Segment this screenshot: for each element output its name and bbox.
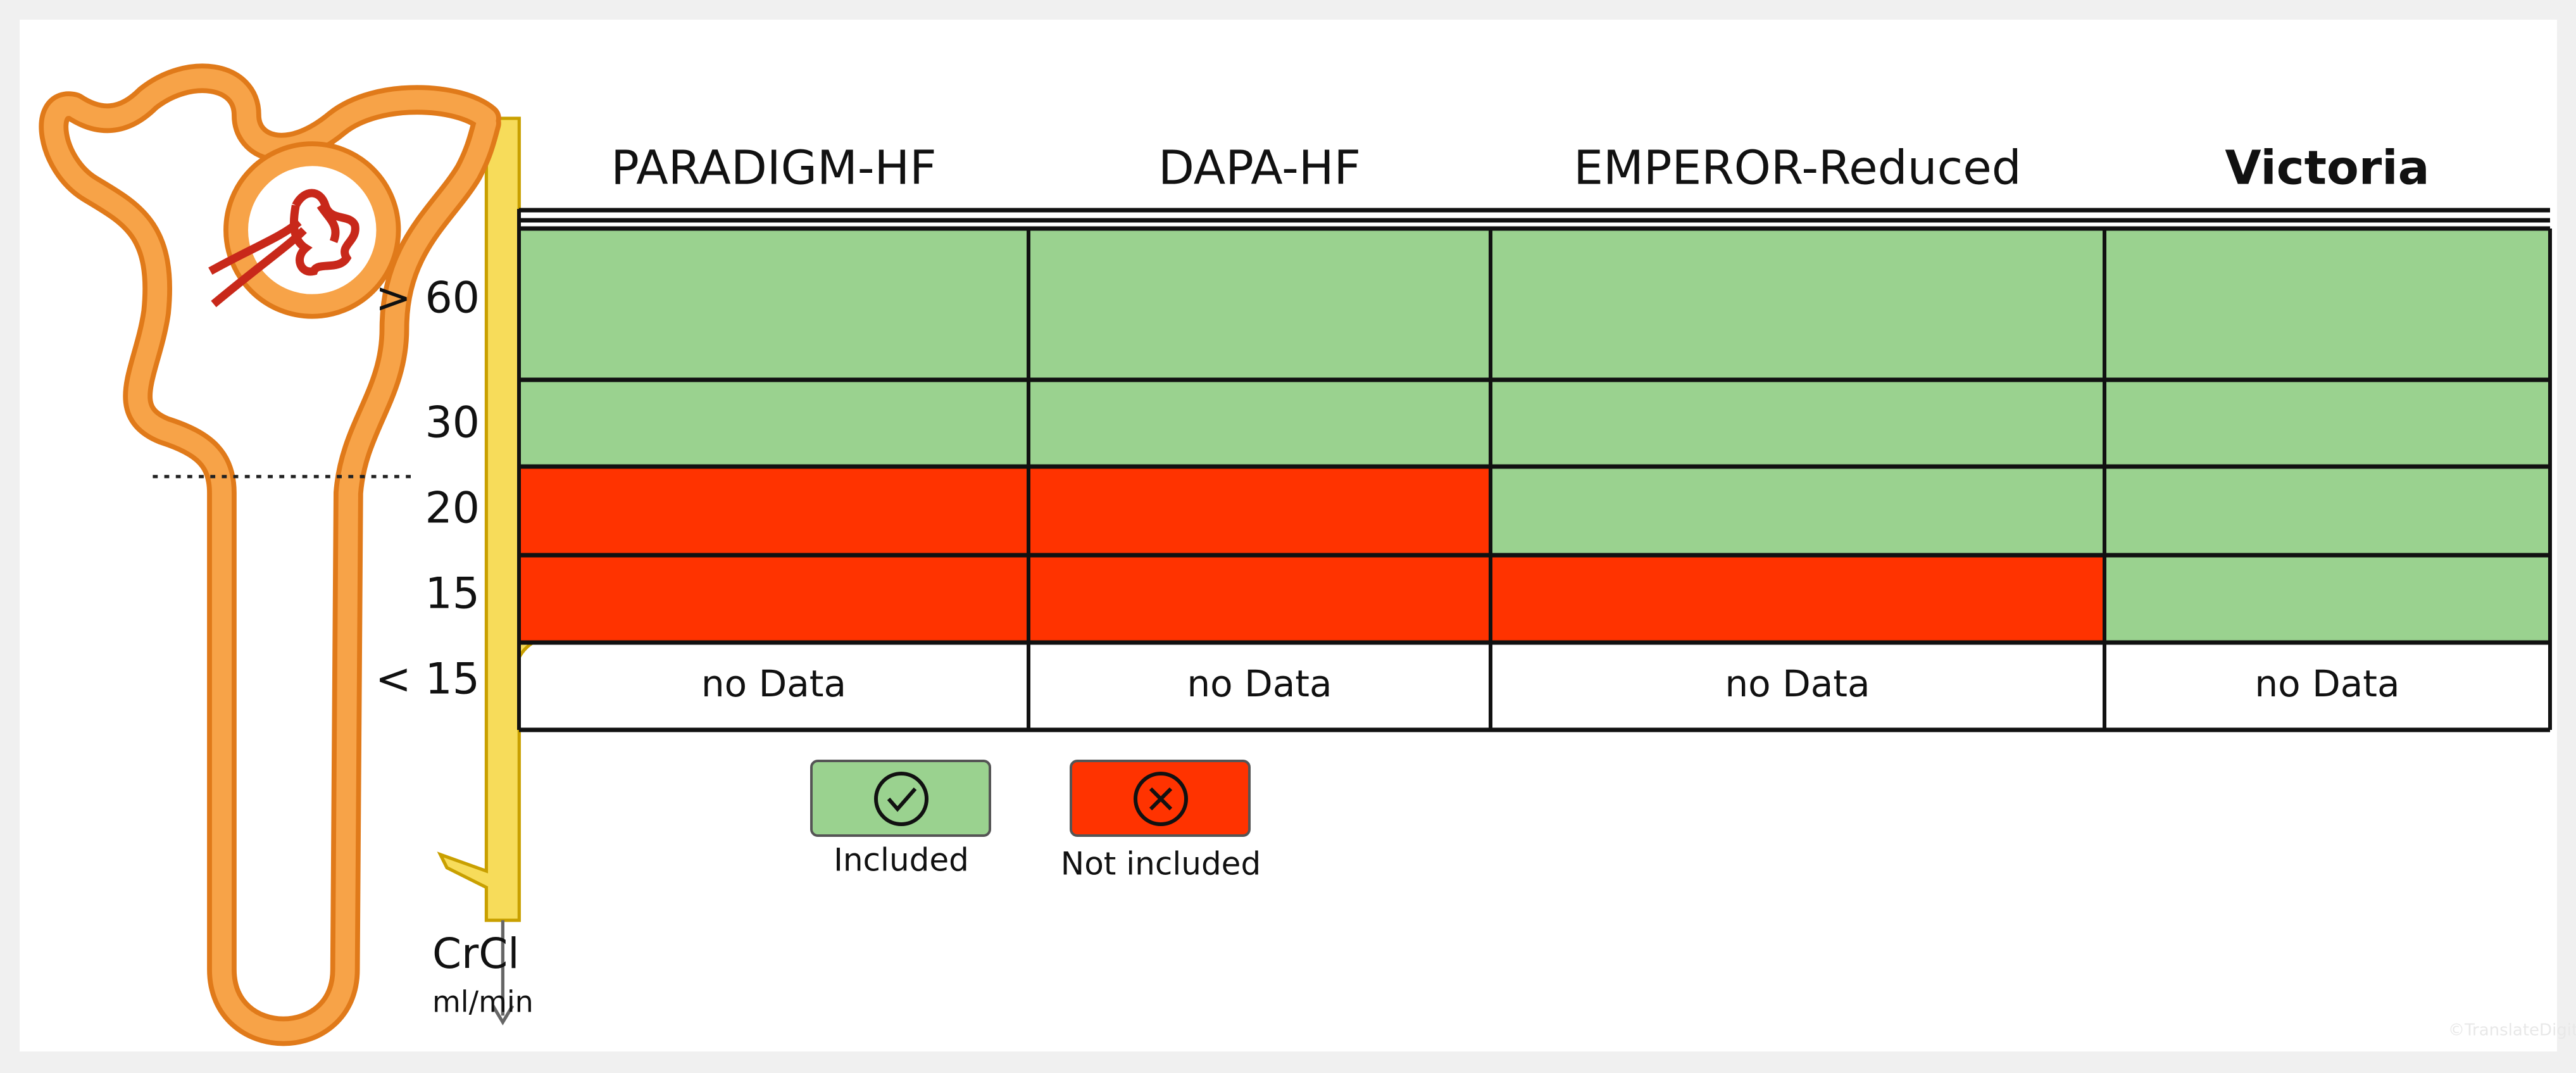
cell-text: no Data xyxy=(2254,662,2399,705)
row-label: 20 xyxy=(425,484,480,534)
legend-icon xyxy=(1134,772,1188,826)
legend-label: Not included xyxy=(1061,846,1261,882)
cell-text: no Data xyxy=(1725,662,1870,705)
legend-label: Included xyxy=(834,842,969,879)
nephron xyxy=(39,63,565,1046)
cell xyxy=(1029,229,1491,380)
arrow-head xyxy=(491,1005,515,1026)
capsule xyxy=(228,146,396,314)
row-label: > 60 xyxy=(375,273,480,323)
legend-icon xyxy=(874,772,928,826)
glomerulus xyxy=(208,189,360,308)
cell-text: no Data xyxy=(1187,662,1332,705)
tubule xyxy=(44,68,496,1041)
cell xyxy=(2104,380,2550,467)
cell xyxy=(2104,467,2550,555)
watermark: ©TranslateDigital xyxy=(2448,1021,2576,1040)
cell xyxy=(1491,380,2104,467)
column-header: Victoria xyxy=(2225,141,2429,196)
row-label: < 15 xyxy=(375,655,480,705)
row-label: 15 xyxy=(425,569,480,619)
cell xyxy=(2104,555,2550,643)
column-header: EMPEROR-Reduced xyxy=(1573,141,2021,196)
cell xyxy=(519,380,1029,467)
cell xyxy=(1491,555,2104,643)
row-label: 30 xyxy=(425,398,480,448)
cell xyxy=(1029,467,1491,555)
cell xyxy=(519,467,1029,555)
cell xyxy=(1029,555,1491,643)
cell xyxy=(1029,380,1491,467)
cell xyxy=(519,229,1029,380)
column-header: DAPA-HF xyxy=(1158,141,1361,196)
legend-swatch xyxy=(810,760,991,837)
cell-text: no Data xyxy=(701,662,846,705)
cell xyxy=(1491,467,2104,555)
cell xyxy=(519,555,1029,643)
legend-icon xyxy=(887,787,917,812)
axis-unit: ml/min xyxy=(432,985,534,1019)
cell xyxy=(2104,229,2550,380)
cell xyxy=(1491,229,2104,380)
axis-label: CrCl xyxy=(432,929,520,978)
legend-icon xyxy=(1149,787,1173,811)
column-header: PARADIGM-HF xyxy=(611,141,936,196)
